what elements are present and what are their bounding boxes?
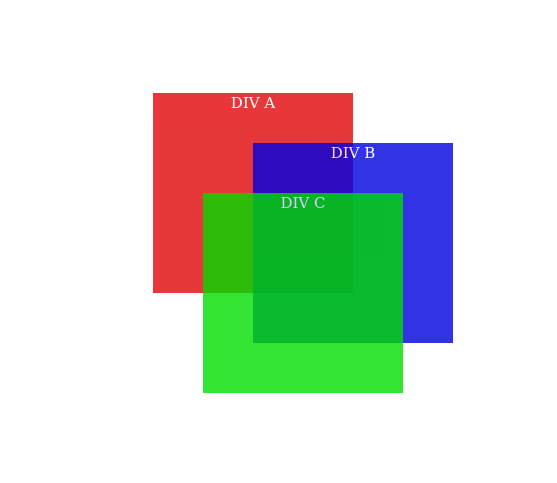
div-b-label: DIV B <box>330 144 376 162</box>
div-c-box: DIV C <box>203 193 403 393</box>
div-a-label: DIV A <box>230 94 276 112</box>
div-c-label: DIV C <box>280 194 326 212</box>
